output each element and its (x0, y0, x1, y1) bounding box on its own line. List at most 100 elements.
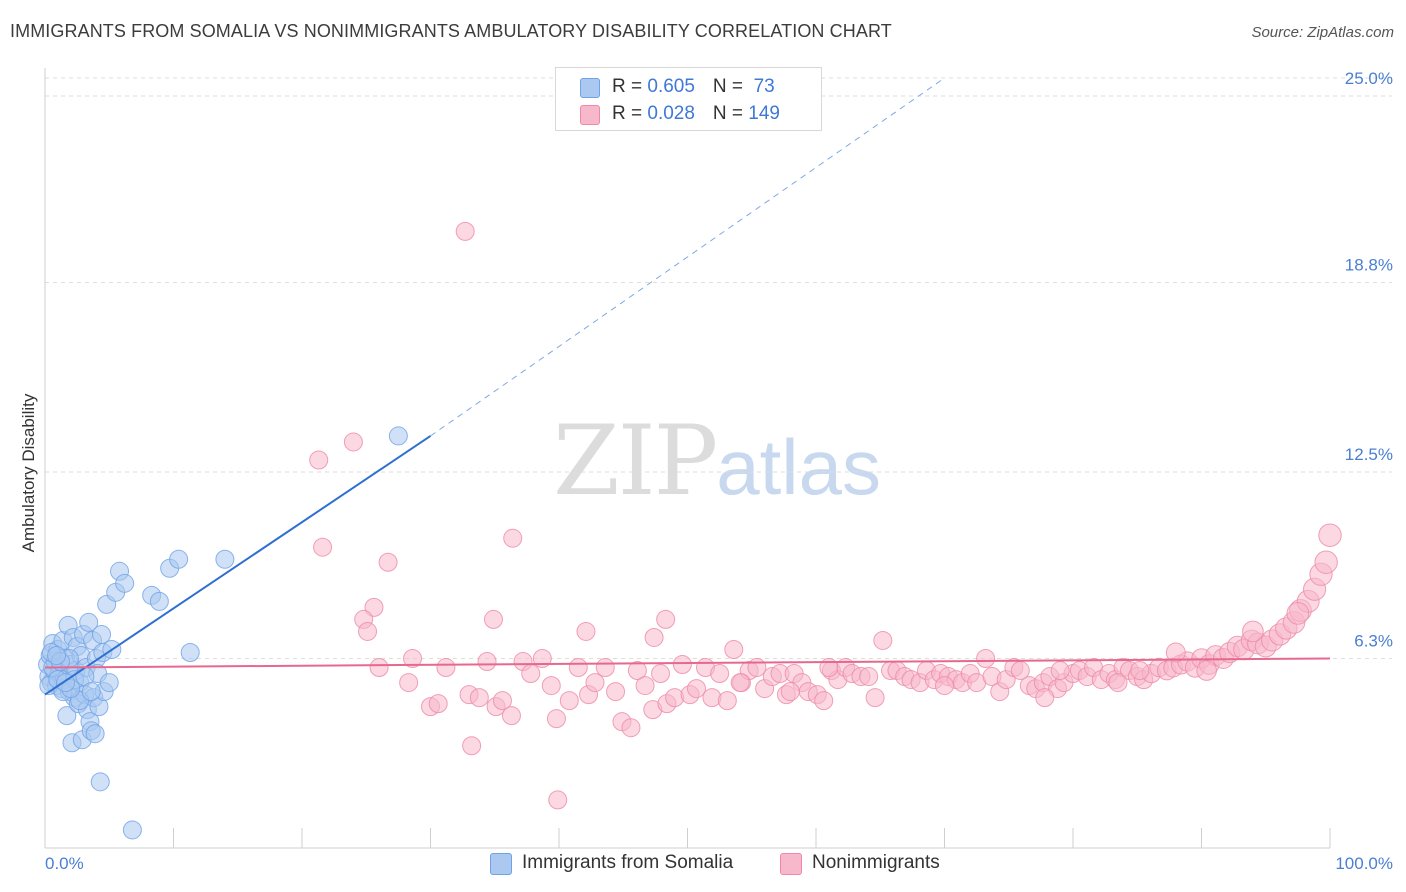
data-point (57, 706, 77, 726)
data-point (1286, 602, 1310, 625)
correlation-legend: R = 0.605 N = 73 R = 0.028 N = 149 (555, 67, 822, 131)
data-point (546, 709, 566, 729)
data-point (717, 691, 737, 711)
data-point (1242, 620, 1264, 643)
data-point (47, 646, 67, 665)
x-tick-label-max: 100.0% (1335, 854, 1393, 873)
chart-title: IMMIGRANTS FROM SOMALIA VS NONIMMIGRANTS… (10, 21, 892, 41)
data-point (1130, 661, 1150, 681)
gridlines (45, 77, 1392, 660)
data-point (358, 621, 378, 641)
data-point (79, 612, 99, 632)
data-point (521, 664, 541, 684)
legend-swatch-nonimmigrants (580, 105, 600, 125)
legend-stats-somalia: R = 0.605 N = 73 (612, 76, 775, 98)
data-point (585, 673, 605, 693)
data-point (710, 664, 730, 684)
data-point (483, 609, 503, 629)
data-point (730, 673, 750, 693)
data-point (621, 718, 641, 738)
data-point (568, 658, 588, 678)
trend-line-somalia (44, 435, 432, 696)
y-axis-title: Ambulatory Disability (19, 393, 38, 552)
data-point (149, 591, 169, 611)
trend-lines (44, 77, 1331, 696)
bottom-legend-label-nonimmigrants: Nonimmigrants (812, 852, 940, 873)
source-label: Source: ZipAtlas.com (1251, 24, 1394, 41)
data-point (651, 664, 671, 684)
data-point (169, 549, 189, 569)
data-point (656, 609, 676, 629)
watermark: ZIPatlas (553, 405, 881, 517)
n-value: 149 (748, 103, 780, 124)
x-tick-label-min: 0.0% (45, 854, 84, 873)
data-point (635, 676, 655, 696)
legend-stats-nonimmigrants: R = 0.028 N = 149 (612, 103, 780, 125)
data-point (1165, 642, 1186, 663)
data-point (215, 549, 235, 569)
data-point (90, 772, 110, 792)
data-point (595, 658, 615, 678)
data-point (92, 624, 112, 644)
legend-swatch-somalia (580, 78, 600, 98)
data-point (99, 673, 119, 693)
data-point (1318, 523, 1342, 547)
n-label: N = (712, 76, 749, 97)
data-point (503, 528, 523, 548)
data-point (1050, 661, 1070, 681)
trend-line-somalia-extension (430, 77, 945, 437)
data-point (865, 688, 885, 708)
y-tick-label: 12.5% (1345, 445, 1393, 464)
data-point (1314, 550, 1338, 574)
tick-labels: 6.3% 12.5% 18.8% 25.0% 0.0% 100.0% Ambulatory … (19, 69, 1393, 873)
data-point (665, 688, 685, 708)
data-point (85, 724, 105, 744)
data-point (455, 221, 475, 241)
data-point (606, 682, 626, 702)
data-point (814, 691, 834, 711)
r-value: 0.605 (647, 76, 695, 97)
r-label: R = (612, 103, 648, 124)
data-point (428, 694, 448, 714)
data-point (724, 639, 744, 659)
data-point (477, 652, 497, 672)
data-point (780, 682, 800, 702)
r-label: R = (612, 76, 648, 97)
data-point (309, 450, 329, 470)
data-point (859, 667, 879, 687)
n-label: N = (712, 103, 749, 124)
data-point (672, 655, 692, 675)
data-point (976, 649, 996, 669)
series-nonimmigrants-points (309, 221, 1342, 810)
data-point (343, 432, 363, 452)
data-point (403, 649, 423, 669)
data-point (559, 691, 579, 711)
watermark-zip: ZIP (553, 405, 718, 517)
data-point (436, 658, 456, 678)
data-point (115, 573, 135, 593)
r-value: 0.028 (647, 103, 695, 124)
data-point (935, 676, 954, 696)
bottom-legend-swatch-nonimmigrants (780, 853, 802, 875)
data-point (1108, 673, 1128, 693)
bottom-legend-swatch-somalia (490, 853, 512, 875)
data-point (180, 642, 200, 662)
data-point (378, 552, 398, 572)
n-value: 73 (748, 76, 775, 97)
data-point (501, 706, 521, 726)
axes (44, 68, 1331, 849)
data-point (548, 790, 568, 810)
data-point (1035, 688, 1055, 708)
data-point (492, 691, 512, 711)
data-point (369, 658, 389, 678)
trend-line-nonimmigrants (44, 657, 1331, 669)
data-point (399, 673, 419, 693)
data-point (1196, 660, 1217, 681)
data-point (469, 688, 489, 708)
bottom-legend-label-somalia: Immigrants from Somalia (522, 852, 734, 873)
data-point (627, 661, 647, 681)
data-points (38, 221, 1342, 840)
data-point (313, 537, 333, 557)
watermark-atlas: atlas (716, 423, 881, 511)
